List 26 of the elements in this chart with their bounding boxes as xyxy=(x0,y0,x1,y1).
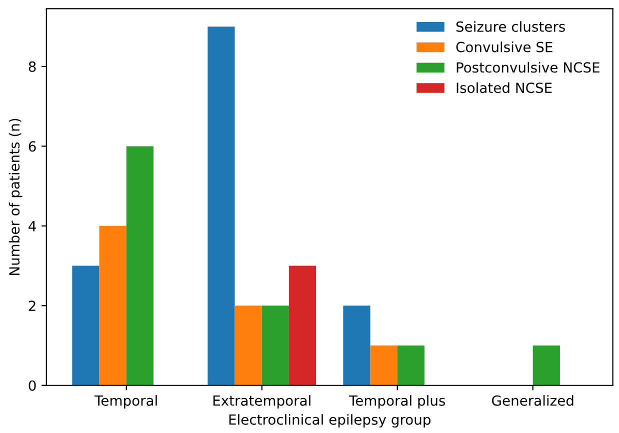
bar xyxy=(532,346,560,386)
bar xyxy=(72,266,100,386)
x-tick-label: Extratemporal xyxy=(213,395,310,409)
bar xyxy=(208,26,235,386)
y-tick-label: 2 xyxy=(28,300,36,311)
bar xyxy=(262,306,289,386)
legend-label: Isolated NCSE xyxy=(456,82,552,94)
legend-label: Seizure clusters xyxy=(456,21,565,32)
y-tick-label: 0 xyxy=(28,380,36,391)
bar xyxy=(370,346,398,386)
x-tick-label: Temporal xyxy=(94,395,157,409)
legend-label: Convulsive SE xyxy=(456,42,552,52)
bar xyxy=(343,306,370,386)
legend-label: Postconvulsive NCSE xyxy=(456,62,600,73)
x-tick-label: Generalized xyxy=(492,395,574,406)
bar xyxy=(126,146,154,386)
x-axis-title: Electroclinical epilepsy group xyxy=(229,414,430,428)
y-tick-label: 8 xyxy=(28,61,36,72)
bar xyxy=(288,266,316,386)
x-tick-label: Temporal plus xyxy=(348,395,446,409)
y-tick-label: 4 xyxy=(28,221,36,232)
bar xyxy=(397,346,424,386)
y-tick-label: 6 xyxy=(28,141,36,152)
bar xyxy=(99,226,126,386)
bar xyxy=(234,306,262,386)
y-axis-title: Number of patients (n) xyxy=(8,118,22,276)
